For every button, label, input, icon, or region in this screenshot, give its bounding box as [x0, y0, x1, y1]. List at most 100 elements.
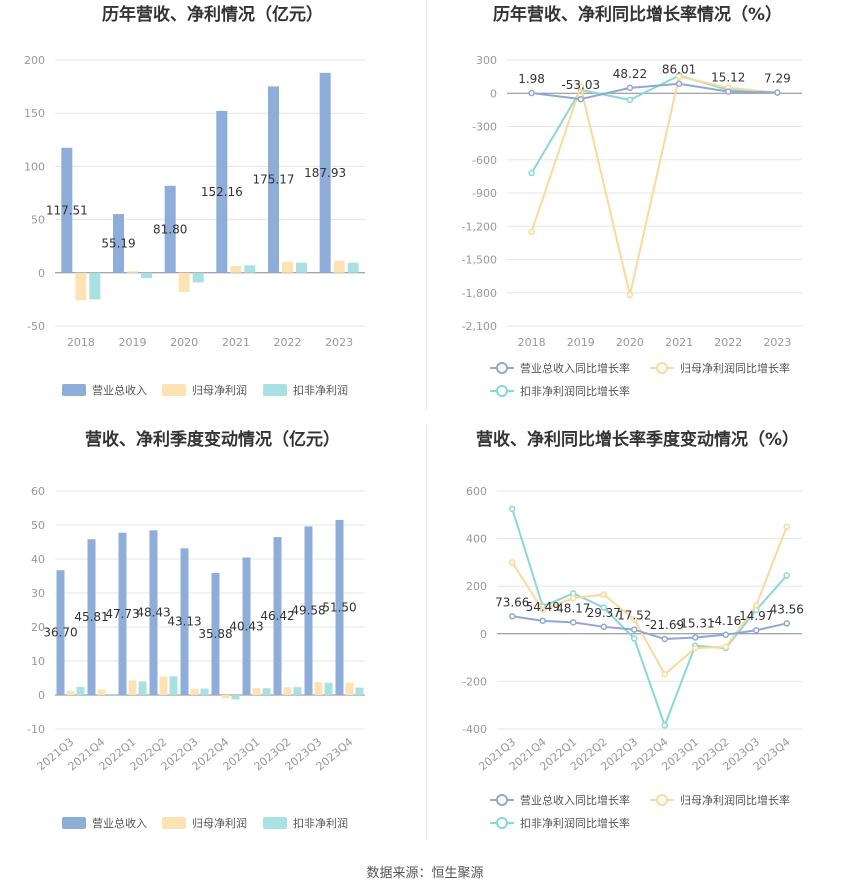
bar-扣非净利润	[231, 695, 240, 700]
series-line-营业总收入同比增长率	[531, 82, 778, 101]
data-label: 48.17	[556, 601, 590, 615]
data-label: -21.69	[645, 618, 684, 632]
divider	[426, 0, 427, 410]
y-tick-label: -600	[472, 154, 497, 167]
y-tick-label: 150	[24, 107, 45, 120]
data-label: 81.80	[153, 222, 187, 236]
legend-swatch	[263, 817, 287, 829]
y-tick-label: -50	[27, 320, 45, 333]
bar-扣非净利润	[296, 262, 307, 273]
data-point	[539, 617, 546, 625]
data-label: 187.93	[304, 166, 346, 180]
x-tick-label: 2018	[67, 336, 95, 349]
data-point	[631, 616, 638, 623]
y-tick-label: 200	[466, 580, 487, 593]
series-line-扣非净利润同比增长率	[511, 508, 788, 729]
data-point	[577, 95, 584, 103]
y-tick-label: -2,100	[462, 320, 497, 333]
x-tick-label: 2019	[567, 336, 595, 349]
data-point	[783, 572, 790, 579]
bar-营业总收入	[273, 537, 282, 695]
bar-营业总收入	[164, 185, 176, 273]
legend-label: 扣非净利润	[293, 816, 348, 830]
y-tick-label: 200	[24, 54, 45, 67]
bar-扣非净利润	[244, 265, 256, 273]
bar-营业总收入	[319, 72, 331, 273]
chart-svg: 营收、净利季度变动情况（亿元）-1001020304050602021Q3202…	[27, 429, 365, 830]
annual-revenue-profit-chart: 历年营收、净利情况（亿元） -50 0 50 100 150 200 2018 2019 2020…	[0, 0, 425, 410]
data-point	[692, 634, 699, 641]
data-point	[509, 505, 516, 513]
data-point	[753, 626, 760, 634]
bar-扣非净利润	[138, 681, 147, 695]
bar-归母净利润	[75, 272, 87, 301]
bar-扣非净利润	[107, 693, 116, 695]
data-point	[725, 88, 732, 95]
data-label: 35.88	[198, 627, 232, 641]
legend-label: 营业总收入同比增长率	[520, 793, 630, 807]
legend-marker	[496, 794, 508, 806]
data-point	[528, 89, 535, 97]
bar-扣非净利润	[200, 688, 209, 695]
data-label: 54.49	[526, 600, 560, 614]
data-point	[509, 559, 516, 566]
bar-归母净利润	[252, 688, 261, 695]
data-label: 29.37	[587, 606, 621, 620]
y-tick-label: 0	[38, 689, 45, 702]
data-label: 36.70	[43, 626, 77, 640]
bar-归母净利润	[159, 676, 168, 695]
data-label: -15.31	[676, 616, 715, 630]
data-label: 1.98	[518, 72, 545, 86]
data-point	[626, 84, 634, 92]
bar-归母净利润	[283, 687, 292, 695]
data-point	[600, 591, 607, 598]
y-tick-label: 30	[31, 587, 45, 600]
data-point	[626, 291, 634, 299]
y-tick-label: 50	[31, 519, 45, 532]
bar-扣非净利润	[141, 272, 152, 279]
y-tick-label: -300	[472, 121, 497, 134]
data-point	[783, 620, 790, 627]
data-label: 86.01	[662, 63, 696, 77]
legend-marker	[496, 385, 508, 397]
data-source: 数据来源：恒生聚源	[366, 865, 484, 880]
bar-营业总收入	[61, 147, 73, 273]
bar-扣非净利润	[347, 262, 359, 273]
bar-归母净利润	[230, 265, 242, 273]
quarterly-growth-rate-chart: 营收、净利同比增长率季度变动情况（%） -400 -200 0 200 400 600 202…	[425, 425, 850, 855]
bar-归母净利润	[333, 260, 345, 273]
y-tick-label: -900	[472, 187, 497, 200]
bar-扣非净利润	[262, 688, 271, 695]
data-label: -4.16	[710, 614, 741, 628]
bar-扣非净利润	[89, 272, 101, 300]
data-label: 73.66	[495, 595, 529, 609]
data-point	[570, 594, 577, 602]
chart-svg: 历年营收、净利情况（亿元） -50 0 50 100 150 200 2018 2019 2020…	[24, 4, 365, 397]
data-point	[570, 619, 577, 626]
bar-扣非净利润	[355, 687, 364, 695]
legend-label: 扣非净利润同比增长率	[520, 384, 630, 398]
legend-label: 营业总收入同比增长率	[520, 361, 630, 375]
y-tick-label: -1,200	[462, 220, 497, 233]
data-point	[509, 613, 516, 620]
bar-归母净利润	[97, 689, 106, 695]
chart-title: 历年营收、净利同比增长率情况（%）	[493, 4, 782, 25]
legend-swatch	[162, 817, 186, 829]
x-tick-label: 2020	[616, 336, 644, 349]
data-label: 46.42	[260, 609, 294, 623]
bar-归母净利润	[190, 688, 199, 695]
data-point	[600, 623, 607, 631]
y-tick-label: 20	[31, 621, 45, 634]
bar-营业总收入	[87, 539, 96, 695]
x-tick-label: 2021	[665, 336, 693, 349]
bar-营业总收入	[335, 519, 344, 695]
x-tick-label: 2021	[222, 336, 250, 349]
data-label: 152.16	[201, 185, 243, 199]
y-tick-label: -10	[27, 723, 45, 736]
x-tick-label: 2020	[170, 336, 198, 349]
data-label: 49.58	[291, 604, 325, 618]
quarterly-revenue-profit-chart: 营收、净利季度变动情况（亿元） -10 0 10 20 30 40 50 60 2021Q3 202…	[0, 425, 425, 855]
data-label: 51.50	[322, 600, 356, 614]
data-point	[783, 523, 790, 530]
legend-marker	[496, 817, 508, 829]
